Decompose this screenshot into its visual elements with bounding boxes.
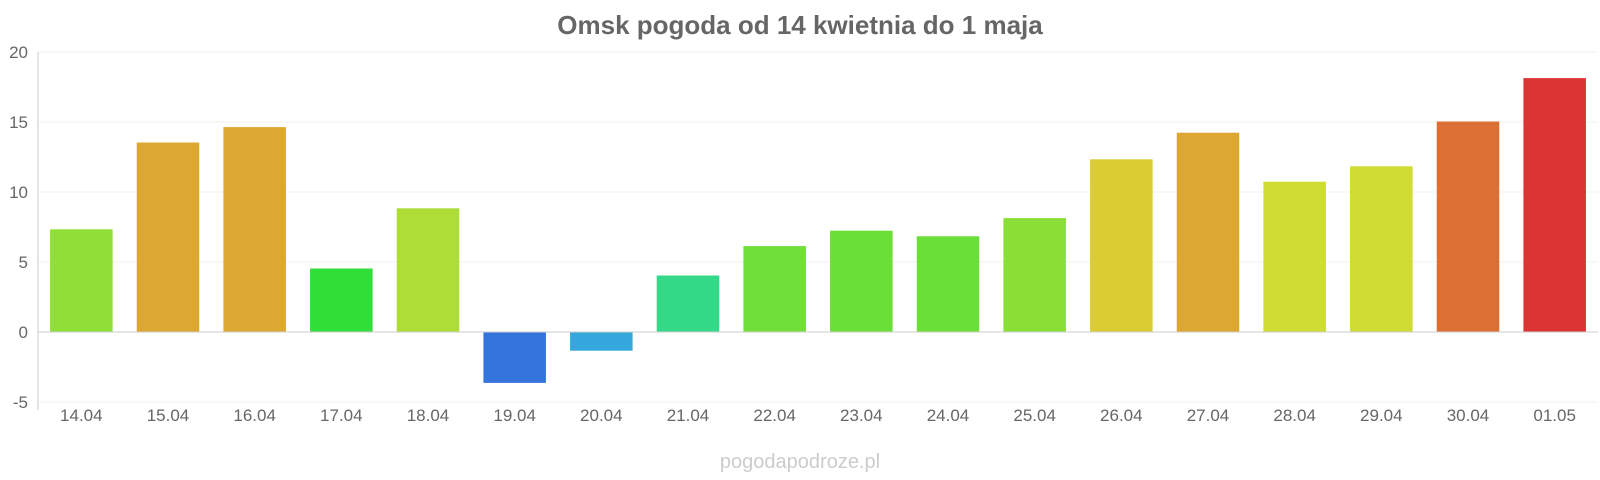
bar-17.04[interactable]	[310, 268, 373, 333]
bars	[50, 78, 1586, 383]
x-tick-label: 26.04	[1100, 406, 1143, 425]
x-tick-label: 24.04	[927, 406, 970, 425]
x-tick-label: 28.04	[1273, 406, 1316, 425]
bar-30.04[interactable]	[1436, 121, 1500, 333]
x-tick-label: 22.04	[753, 406, 796, 425]
bar-22.04[interactable]	[743, 246, 806, 333]
bar-19.04[interactable]	[483, 331, 546, 383]
x-tick-label: 14.04	[60, 406, 103, 425]
x-tick-label: 18.04	[407, 406, 450, 425]
bar-18.04[interactable]	[396, 208, 460, 333]
bar-15.04[interactable]	[136, 142, 200, 333]
bar-28.04[interactable]	[1263, 181, 1326, 333]
x-tick-label: 27.04	[1187, 406, 1230, 425]
x-tick-label: 20.04	[580, 406, 623, 425]
y-tick-label: -5	[13, 393, 28, 412]
y-tick-label: 0	[19, 323, 28, 342]
x-tick-label: 16.04	[233, 406, 276, 425]
bar-24.04[interactable]	[916, 236, 980, 333]
y-tick-label: 10	[9, 183, 28, 202]
y-axis-ticks: -5 0 5 10 15 20	[9, 43, 28, 412]
x-tick-label: 30.04	[1447, 406, 1490, 425]
bar-27.04[interactable]	[1176, 132, 1240, 333]
bar-26.04[interactable]	[1090, 159, 1153, 333]
bar-23.04[interactable]	[830, 230, 893, 333]
y-tick-label: 20	[9, 43, 28, 62]
bar-16.04[interactable]	[223, 127, 286, 333]
bar-20.04[interactable]	[570, 331, 633, 351]
bar-29.04[interactable]	[1350, 166, 1413, 333]
x-tick-label: 01.05	[1533, 406, 1576, 425]
bar-14.04[interactable]	[50, 229, 113, 333]
y-tick-label: 15	[9, 113, 28, 132]
x-tick-label: 19.04	[493, 406, 536, 425]
source-watermark: pogodapodroze.pl	[720, 451, 880, 473]
bar-01.05[interactable]	[1523, 78, 1586, 333]
x-tick-label: 21.04	[667, 406, 710, 425]
x-tick-label: 29.04	[1360, 406, 1403, 425]
x-tick-label: 17.04	[320, 406, 363, 425]
bar-25.04[interactable]	[1003, 218, 1066, 333]
x-axis-ticks: 14.04 15.04 16.04 17.04 18.04 19.04 20.04 21.04…	[60, 406, 1576, 425]
bar-21.04[interactable]	[656, 275, 720, 333]
y-tick-label: 5	[19, 253, 28, 272]
x-tick-label: 15.04	[147, 406, 190, 425]
x-tick-label: 25.04	[1013, 406, 1056, 425]
x-tick-label: 23.04	[840, 406, 883, 425]
chart-title: Omsk pogoda od 14 kwietnia do 1 maja	[557, 10, 1043, 40]
